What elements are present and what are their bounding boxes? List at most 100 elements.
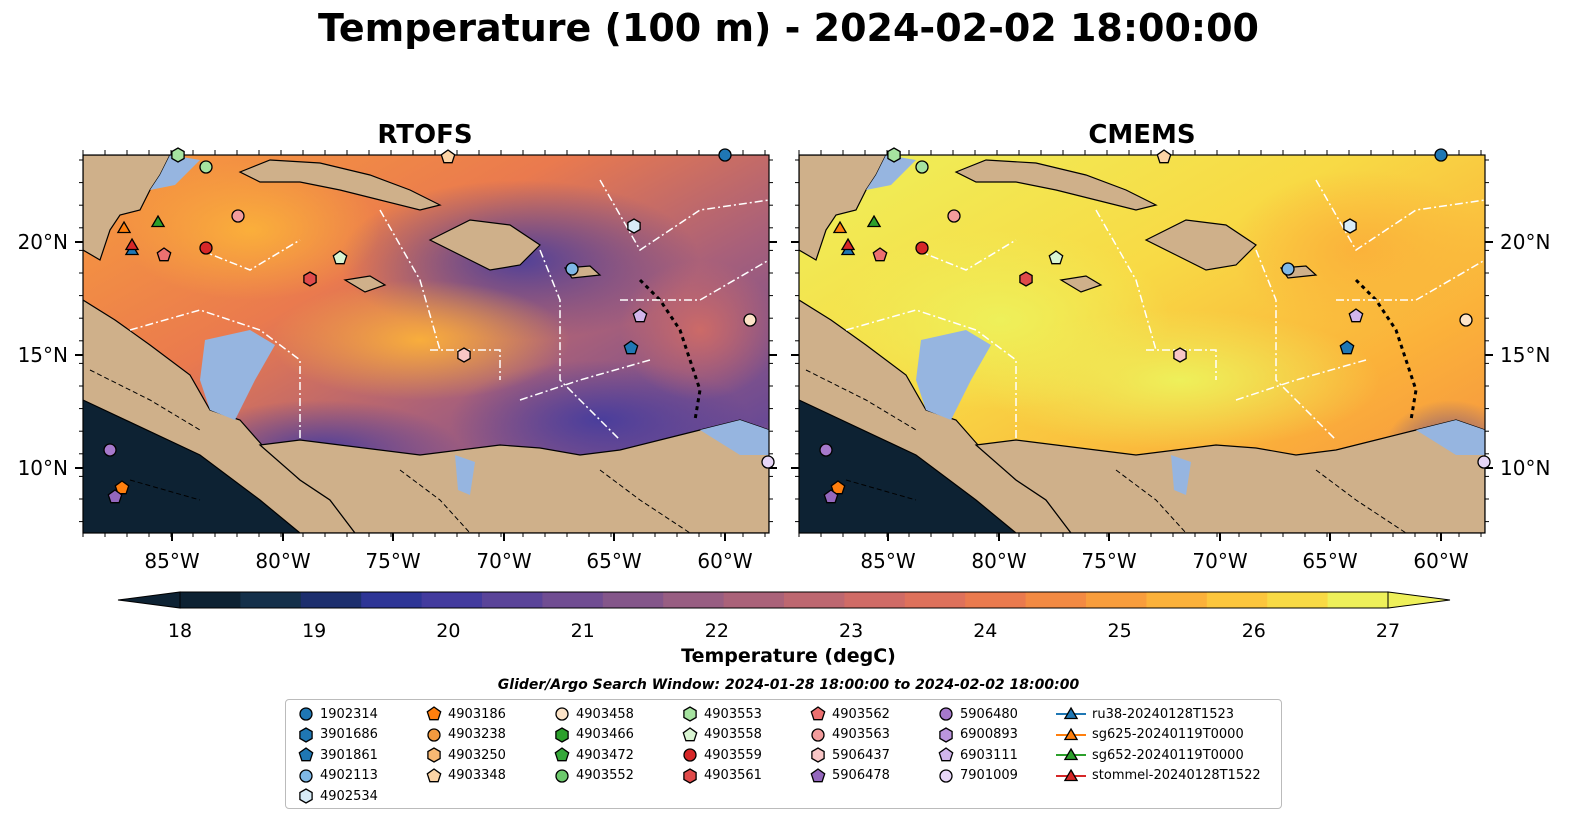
colorbar-segment (844, 592, 906, 608)
legend-marker (299, 707, 313, 721)
float-marker (887, 147, 901, 163)
legend-label: 5906478 (832, 768, 890, 783)
lon-tick-label: 70°W (476, 549, 531, 573)
legend-marker (811, 747, 825, 763)
float-marker (947, 209, 961, 223)
float-marker (565, 262, 579, 276)
circle-marker-icon (939, 707, 953, 721)
map-figure: 85°W 80°W 75°W 70°W 65°W 60°W 85°W 80°W … (18, 147, 1550, 640)
colorbar-label: Temperature (degC) (681, 645, 896, 667)
map-panel-rtofs (83, 155, 769, 533)
lesser-antilles (638, 278, 702, 421)
lat-tick-label: 10°N (18, 456, 68, 480)
legend-item: 4903558 (682, 725, 762, 745)
colorbar-tick-label: 22 (705, 620, 729, 640)
map-panel-cmems (799, 155, 1485, 533)
float-marker (866, 214, 882, 228)
legend-item: 4903250 (426, 745, 506, 765)
float-marker (1339, 340, 1355, 355)
panel-frame (798, 154, 1486, 534)
lon-tick-label: 70°W (1192, 549, 1247, 573)
float-marker (627, 218, 641, 234)
colorbar-segment (1267, 592, 1329, 608)
legend-label: 4903186 (448, 706, 506, 722)
pentagon-marker-icon (426, 767, 442, 782)
legend-item: 4903466 (554, 725, 634, 745)
legend-label: 4902534 (320, 788, 378, 804)
lon-tick-label: 85°W (144, 549, 199, 573)
float-marker (1173, 347, 1187, 363)
country-borders (89, 369, 691, 533)
legend-marker (939, 768, 953, 783)
legend-label: 6900893 (960, 727, 1018, 742)
colorbar-tick-label: 20 (436, 620, 460, 640)
colorbar-segment (482, 592, 543, 608)
lon-tick-label: 60°W (697, 549, 752, 573)
legend-item: 7901009 (938, 766, 1018, 786)
colorbar-tick-label: 27 (1376, 620, 1400, 640)
legend-label: 4903348 (448, 768, 506, 783)
pentagon-marker-icon (810, 767, 826, 782)
colorbar-segment (180, 592, 241, 608)
float-marker (1019, 271, 1033, 287)
warm-anomaly (1230, 170, 1485, 330)
colorbar-tick-label: 25 (1108, 620, 1132, 640)
legend-label: 4903250 (448, 747, 506, 763)
legend-marker (427, 727, 441, 742)
colorbar-extend-max (1387, 591, 1451, 609)
warm-anomaly (980, 310, 1380, 450)
lat-tick-label: 20°N (1500, 230, 1550, 254)
legend-label: 3901861 (320, 747, 378, 763)
lat-tick-label: 20°N (18, 230, 68, 254)
float-marker (830, 480, 846, 495)
panel-title-rtofs: RTOFS (377, 120, 473, 150)
legend-label: 4903558 (704, 727, 762, 742)
float-marker (718, 148, 732, 162)
legend-item: 4903238 (426, 725, 506, 745)
legend-item: stommel-20240128T1522 (1056, 766, 1261, 786)
panel-title-cmems: CMEMS (1088, 120, 1196, 150)
float-marker (440, 149, 456, 164)
legend-marker (299, 726, 313, 743)
legend-marker (1063, 727, 1079, 740)
legend-marker (683, 748, 697, 762)
south-america-land (258, 419, 769, 533)
circle-marker-icon (427, 727, 441, 742)
legend-marker (939, 707, 953, 721)
legend-marker (555, 726, 569, 743)
colorbar-extend-min (117, 591, 181, 609)
nicaragua-shelf (916, 330, 991, 420)
float-marker (823, 489, 839, 504)
lat-tick-label: 15°N (1500, 343, 1550, 367)
cuba-land (238, 159, 442, 211)
legend-item: 4903552 (554, 766, 634, 786)
circle-marker-icon (299, 707, 313, 721)
circle-marker-icon (683, 748, 697, 762)
legend-label: 4903552 (576, 768, 634, 783)
lesser-antilles (1354, 278, 1418, 421)
warm-anomaly (270, 280, 570, 400)
jamaica-land (343, 275, 387, 293)
legend-label: 4903559 (704, 747, 762, 763)
lon-tick-label: 65°W (586, 549, 641, 573)
search-window-text: Glider/Argo Search Window: 2024-01-28 18… (497, 677, 1080, 693)
nicaragua-shelf (200, 330, 275, 420)
float-marker (832, 220, 848, 234)
legend-item: 5906480 (938, 704, 1018, 724)
hexagon-marker-icon (683, 767, 697, 784)
legend-item: 4903561 (682, 766, 762, 786)
legend-marker (683, 767, 697, 784)
float-marker (840, 237, 856, 251)
legend-item: 4903559 (682, 745, 762, 765)
legend-label: sg625-20240119T0000 (1092, 727, 1244, 742)
colorbar-tick-label: 23 (839, 620, 863, 640)
legend-item: 6903111 (938, 745, 1018, 765)
legend-item: 5906437 (810, 745, 890, 765)
circle-marker-icon (299, 768, 313, 783)
hexagon-marker-icon (299, 726, 313, 743)
hexagon-marker-icon (427, 747, 441, 763)
legend-item: 6900893 (938, 725, 1018, 745)
colorbar-segment (542, 592, 604, 608)
pentagon-marker-icon (682, 726, 698, 741)
float-marker (156, 247, 172, 262)
